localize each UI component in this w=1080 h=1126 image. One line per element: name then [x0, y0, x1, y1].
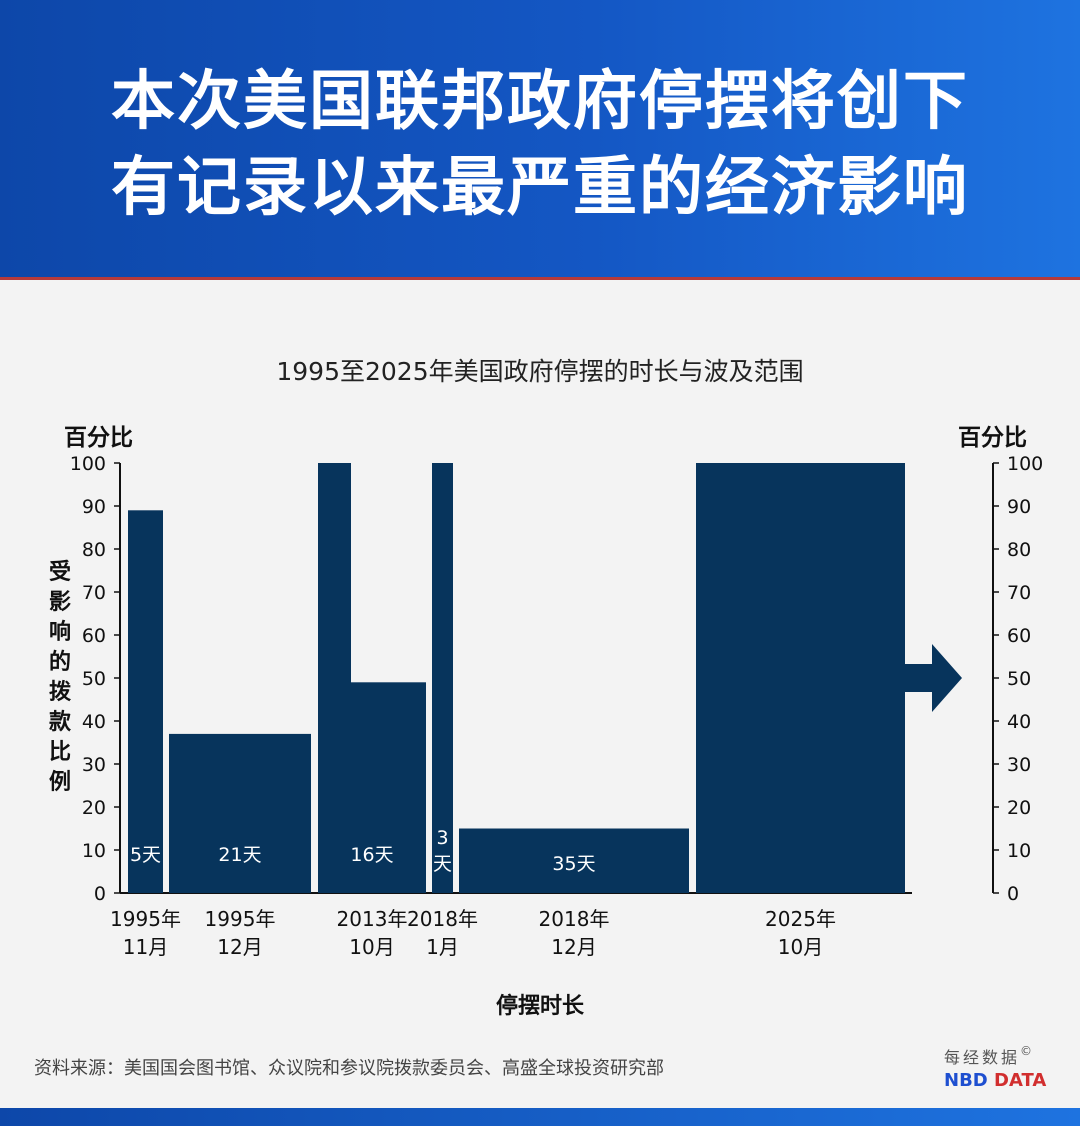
y-tick-label-right: 50 — [1007, 668, 1031, 690]
x-category-label: 12月 — [217, 935, 262, 959]
y-tick-label-left: 30 — [82, 754, 106, 776]
ongoing-arrow-icon — [905, 644, 962, 712]
bar-2025年-10月 — [696, 463, 905, 893]
y-tick-label-left: 40 — [82, 711, 106, 733]
x-category-label: 10月 — [778, 935, 823, 959]
bar-duration-label: 21天 — [218, 844, 261, 866]
x-category-label: 2025年 — [765, 907, 836, 931]
bar-2013-initial — [318, 463, 351, 893]
brand-cn: 每经数据 — [944, 1048, 1021, 1067]
y-tick-label-right: 20 — [1007, 797, 1031, 819]
bar-duration-label: 5天 — [130, 844, 161, 866]
x-category-label: 1月 — [426, 935, 459, 959]
y-axis-title: 受影响的拨款比例 — [48, 560, 71, 795]
y-tick-label-left: 10 — [82, 840, 106, 862]
y-tick-label-left: 50 — [82, 668, 106, 690]
x-axis-title: 停摆时长 — [495, 994, 584, 1019]
y-tick-label-right: 80 — [1007, 539, 1031, 561]
y-tick-label-right: 70 — [1007, 582, 1031, 604]
y-tick-label-right: 30 — [1007, 754, 1031, 776]
brand-logo: 每经数据© NBD DATA — [944, 1044, 1054, 1091]
y-tick-label-left: 20 — [82, 797, 106, 819]
y-tick-label-left: 100 — [70, 453, 106, 475]
bar-duration-label: 16天 — [350, 844, 393, 866]
x-category-label: 12月 — [551, 935, 596, 959]
bar-1995年-11月 — [128, 510, 163, 893]
copyright-mark: © — [1020, 1044, 1033, 1058]
source-note: 资料来源：美国国会图书馆、众议院和参议院拨款委员会、高盛全球投资研究部 — [34, 1058, 664, 1079]
y-tick-label-right: 100 — [1007, 453, 1043, 475]
y-tick-label-left: 60 — [82, 625, 106, 647]
chart-title: 1995至2025年美国政府停摆的时长与波及范围 — [276, 357, 804, 386]
y-unit-right: 百分比 — [958, 425, 1027, 451]
y-unit-left: 百分比 — [64, 425, 133, 451]
y-tick-label-left: 0 — [94, 883, 106, 905]
y-tick-label-right: 10 — [1007, 840, 1031, 862]
brand-data: DATA — [994, 1070, 1047, 1091]
y-tick-label-right: 40 — [1007, 711, 1031, 733]
y-tick-label-left: 80 — [82, 539, 106, 561]
bar-2013-oct — [351, 682, 426, 893]
bar-2018年-1月 — [432, 463, 453, 893]
y-tick-label-left: 90 — [82, 496, 106, 518]
y-tick-label-left: 70 — [82, 582, 106, 604]
header-banner: 本次美国联邦政府停摆将创下 有记录以来最严重的经济影响 — [0, 0, 1080, 280]
bar-1995年-12月 — [169, 733, 311, 893]
brand-nbd: NBD — [944, 1070, 988, 1091]
bar-duration-label: 35天 — [552, 853, 595, 875]
x-category-label: 1995年 — [110, 907, 181, 931]
footer-bar — [0, 1108, 1080, 1126]
bar-duration-label: 3 — [436, 827, 448, 849]
y-tick-label-right: 0 — [1007, 883, 1019, 905]
chart-canvas: 0 0 10 10 20 20 30 30 40 40 50 50 60 60 70 70 80 80 90 90 10… — [70, 453, 1044, 959]
headline-line-2: 有记录以来最严重的经济影响 — [111, 151, 969, 225]
y-tick-label-right: 90 — [1007, 496, 1031, 518]
headline-line-1: 本次美国联邦政府停摆将创下 — [111, 65, 969, 139]
x-category-label: 2018年 — [407, 907, 478, 931]
x-category-label: 2013年 — [337, 907, 408, 931]
bar-2018年-12月 — [459, 828, 689, 893]
x-category-label: 1995年 — [205, 907, 276, 931]
x-category-label: 10月 — [349, 935, 394, 959]
bar-duration-label: 天 — [433, 853, 452, 875]
x-category-label: 2018年 — [539, 907, 610, 931]
y-tick-label-right: 60 — [1007, 625, 1031, 647]
x-category-label: 11月 — [123, 935, 168, 959]
